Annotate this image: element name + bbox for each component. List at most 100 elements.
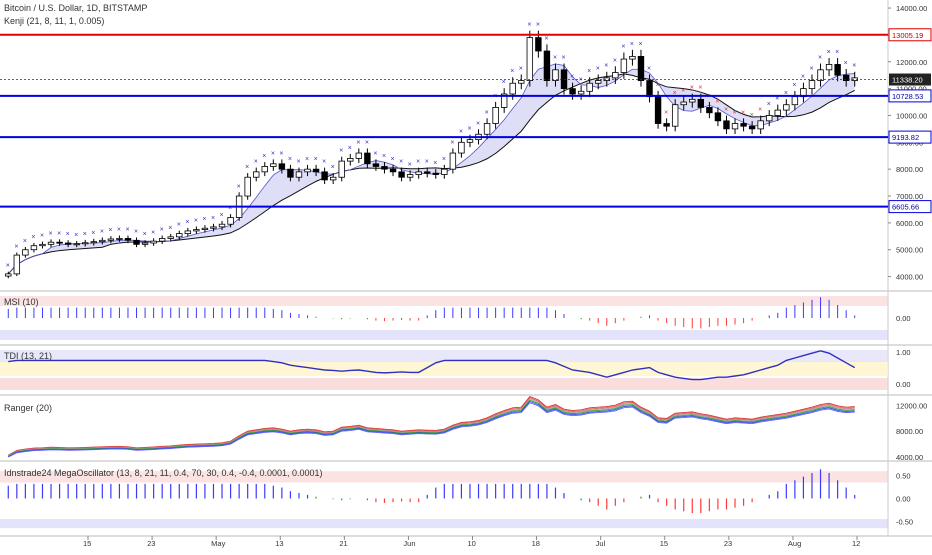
trend-marker: × — [91, 230, 95, 237]
tdi-mid-zone — [0, 362, 888, 376]
msi-tick-label: 0.00 — [896, 314, 911, 323]
candle-body — [441, 168, 448, 175]
trend-marker: × — [681, 87, 685, 94]
candle-body — [595, 80, 602, 84]
time-tick-label: Jun — [403, 539, 415, 548]
candle-body — [312, 168, 320, 173]
candle-body — [295, 171, 303, 178]
candle-body — [107, 238, 115, 241]
candle-body — [30, 245, 38, 251]
candle-body — [757, 120, 764, 130]
trend-marker: × — [596, 65, 600, 72]
candle-body — [64, 242, 72, 245]
trend-marker: × — [433, 160, 437, 167]
time-tick-label: May — [211, 539, 225, 548]
trend-marker: × — [117, 227, 121, 234]
level-price-box — [888, 28, 932, 42]
candle-body — [141, 242, 149, 245]
time-tick-label: 10 — [468, 539, 476, 548]
trend-marker: × — [784, 90, 788, 97]
msi-label[interactable]: MSI (10) — [4, 297, 39, 307]
trend-marker: × — [536, 22, 540, 29]
candle-body — [689, 98, 696, 103]
price-tick-label: 6000.00 — [896, 219, 923, 228]
candle-body — [398, 171, 405, 178]
msi-upper-zone — [0, 296, 888, 306]
mega-tick-label: 0.00 — [896, 495, 911, 504]
tdi-tick-label: 1.00 — [896, 348, 911, 357]
trend-marker: × — [656, 82, 660, 89]
trend-marker: × — [331, 164, 335, 171]
trend-marker: × — [220, 212, 224, 219]
trend-marker: × — [288, 156, 292, 163]
trend-marker: × — [673, 90, 677, 97]
candle-body — [663, 123, 670, 127]
ranger-line — [8, 402, 855, 458]
trend-marker: × — [134, 228, 138, 235]
trend-marker: × — [485, 109, 489, 116]
candle-body — [90, 241, 97, 244]
candle-body — [338, 160, 345, 178]
ranger-tick-label: 12000.00 — [896, 402, 927, 411]
level-price-label: 9193.82 — [892, 133, 919, 142]
candle-body — [825, 64, 833, 71]
candle-body — [518, 80, 525, 84]
candle-body — [697, 98, 705, 108]
trend-marker: × — [587, 68, 591, 75]
candle-body — [176, 233, 183, 238]
level-price-label: 10728.53 — [892, 92, 923, 101]
candle-body — [150, 240, 157, 244]
candle-body — [56, 241, 63, 244]
trend-marker: × — [724, 107, 728, 114]
indicator-legend[interactable]: Kenji (21, 8, 11, 1, 0.005) — [4, 16, 105, 26]
candle-body — [329, 176, 337, 181]
trend-marker: × — [108, 227, 112, 234]
candle-body — [5, 273, 12, 277]
trend-marker: × — [416, 159, 420, 166]
ranger-label[interactable]: Ranger (20) — [4, 403, 53, 413]
candle-body — [492, 107, 499, 124]
trend-marker: × — [237, 183, 241, 190]
trend-marker: × — [125, 227, 129, 234]
trend-marker: × — [425, 159, 429, 166]
candle-body — [124, 238, 132, 241]
ranger-line — [8, 397, 855, 456]
candle-body — [552, 69, 559, 81]
trend-marker: × — [733, 109, 737, 116]
candle-body — [355, 152, 363, 159]
trend-marker: × — [519, 65, 523, 72]
candle-body — [99, 239, 106, 243]
price-tick-label: 14000.00 — [896, 4, 927, 13]
ranger-line — [8, 399, 855, 457]
trend-marker: × — [356, 139, 360, 146]
trend-marker: × — [621, 44, 625, 51]
trend-marker: × — [664, 109, 668, 116]
trend-marker: × — [314, 156, 318, 163]
tdi-label[interactable]: TDI (13, 21) — [4, 351, 53, 361]
tdi-tick-label: 0.00 — [896, 380, 911, 389]
trend-marker: × — [74, 232, 78, 239]
level-price-box — [888, 130, 932, 144]
candle-body — [509, 82, 516, 95]
time-tick-label: Jul — [596, 539, 606, 548]
tdi-upper-zone — [0, 350, 888, 362]
candle-body — [500, 93, 508, 108]
trend-marker: × — [168, 225, 172, 232]
candle-body — [791, 96, 799, 106]
candle-body — [671, 104, 679, 127]
time-tick-label: 13 — [275, 539, 283, 548]
candle-body — [158, 238, 166, 242]
trend-marker: × — [391, 156, 395, 163]
candle-body — [133, 239, 140, 245]
mega-oscillator-label[interactable]: Idnstrade24 MegaOscillator (13, 8, 21, 1… — [4, 468, 323, 478]
trend-marker: × — [844, 60, 848, 67]
candle-body — [13, 254, 21, 275]
candle-body — [637, 55, 645, 81]
ranger-line — [8, 395, 855, 456]
trend-marker: × — [750, 112, 754, 119]
trend-marker: × — [408, 161, 412, 168]
price-tick-label: 4000.00 — [896, 273, 923, 282]
trend-marker: × — [852, 63, 856, 70]
